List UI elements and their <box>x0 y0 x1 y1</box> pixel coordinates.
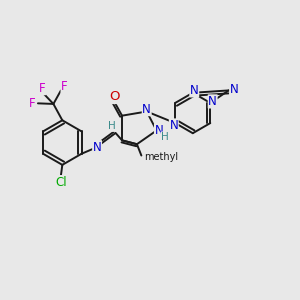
Text: H: H <box>161 132 169 142</box>
Text: N: N <box>208 95 217 108</box>
Text: F: F <box>39 82 45 95</box>
Text: F: F <box>29 97 36 110</box>
Text: H: H <box>108 122 116 131</box>
Text: F: F <box>61 80 68 94</box>
Text: methyl: methyl <box>144 152 178 162</box>
Text: Cl: Cl <box>55 176 67 189</box>
Text: N: N <box>190 84 199 97</box>
Text: O: O <box>109 90 119 104</box>
Text: N: N <box>230 83 239 96</box>
Text: N: N <box>154 124 163 137</box>
Text: N: N <box>93 141 101 154</box>
Text: N: N <box>142 103 151 116</box>
Text: N: N <box>169 119 178 132</box>
